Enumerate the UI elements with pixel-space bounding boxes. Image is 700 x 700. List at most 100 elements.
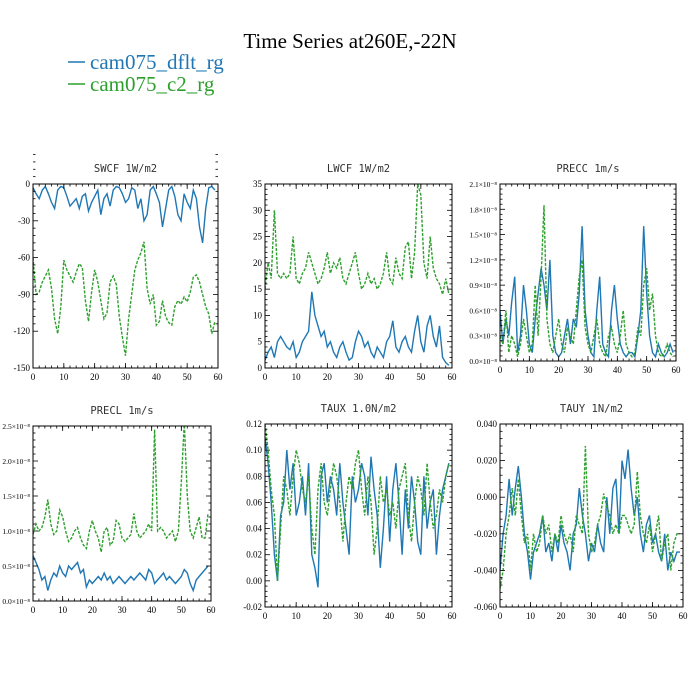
x-tick-label: 20 [88,605,98,615]
x-tick-label: 0 [498,611,503,621]
x-tick-label: 50 [183,372,193,382]
panel-5: TAUY 1N/m2 0 10 20 30 40 50 60 -0.060 -0.040 -0.02… [474,403,688,621]
series-line-cam075_c2_rg [500,445,680,589]
panel-title: LWCF 1W/m2 [327,163,390,175]
y-tick-label: 1.8×10⁻⁸ [469,205,497,214]
y-tick-label: -30 [18,216,30,226]
x-tick-label: 20 [554,365,564,375]
x-tick-label: 40 [385,611,395,621]
y-tick-label: 0.06 [246,497,262,507]
x-tick-label: 60 [448,372,458,382]
series-line-cam075_c2_rg [500,205,674,359]
x-tick-label: 10 [525,365,535,375]
y-tick-label: -0.02 [243,602,262,612]
y-tick-label: 1.0×10⁻⁸ [2,527,30,536]
figure-title: Time Series at260E,-22N [243,29,456,53]
y-tick-label: 30 [253,205,263,215]
y-tick-label: 1.2×10⁻⁸ [469,256,497,265]
x-tick-label: 0 [31,605,36,615]
x-tick-label: 50 [648,611,658,621]
y-tick-label: 15 [253,284,263,294]
y-tick-label: 0.02 [246,550,262,560]
x-tick-label: 30 [584,365,594,375]
panel-title: SWCF 1W/m2 [94,163,157,175]
series-line-cam075_c2_rg [33,426,209,553]
y-tick-label: 0.3×10⁻⁸ [469,332,497,341]
x-tick-label: 10 [292,611,302,621]
y-tick-label: 0.00 [246,576,262,586]
x-tick-label: 20 [323,372,333,382]
panels: SWCF 1W/m20 10 20 30 40 50 600-30-60-90-120-15… [2,154,688,621]
x-tick-label: 30 [587,611,597,621]
y-tick-label: 5 [258,337,263,347]
x-tick-label: 10 [526,611,536,621]
y-tick-label: 0.12 [246,419,262,429]
x-tick-label: 50 [416,611,426,621]
plot-frame [32,183,219,369]
x-tick-label: 0 [31,372,36,382]
y-tick-label: -60 [18,253,30,263]
y-tick-label: -90 [18,289,30,299]
y-tick-label: 1.5×10⁻⁸ [2,492,30,501]
y-tick-label: 0.08 [246,471,262,481]
legend-label-0: cam075_dflt_rg [90,50,224,74]
y-tick-label: 2.5×10⁻⁸ [2,422,30,431]
x-tick-label: 60 [679,611,689,621]
panel-2: PRECC 1m/s 0 10 20 30 40 50 60 0.0×10⁻⁸ 0.3×10⁻⁸ 0… [469,163,681,375]
y-tick-label: 0 [26,179,31,189]
series-line-cam075_dflt_rg [500,449,680,580]
legend-label-1: cam075_c2_rg [90,72,215,96]
x-tick-label: 10 [58,605,68,615]
x-tick-label: 40 [152,372,162,382]
y-tick-label: 0.9×10⁻⁸ [469,281,497,290]
x-tick-label: 20 [323,611,333,621]
y-tick-label: 0 [258,363,263,373]
legend-item-0: cam075_dflt_rg [68,50,224,74]
y-tick-label: 0.10 [246,445,262,455]
panel-4: TAUX 1.0N/m2 0 10 20 30 40 50 60 -0.02 0.00 0.02 0.… [243,403,457,621]
panel-1: LWCF 1W/m2 0 10 20 30 40 50 60 0 5 10 15 20 25 30 35 [253,163,457,382]
series-line-cam075_dflt_rg [33,185,216,244]
y-tick-label: -0.060 [474,602,498,612]
y-tick-label: 0.040 [477,419,498,429]
y-tick-label: 35 [253,179,263,189]
y-tick-label: 0.0×10⁻⁸ [2,597,30,606]
panel-3: PRECL 1m/s 0 10 20 30 40 50 60 0.0×10⁻⁸ 0.5×10⁻⁸ 1… [2,405,216,615]
legend: cam075_dflt_rg cam075_c2_rg [68,50,224,96]
x-tick-label: 50 [177,605,187,615]
x-tick-label: 40 [147,605,157,615]
y-tick-label: 0.6×10⁻⁸ [469,306,497,315]
x-tick-label: 50 [416,372,426,382]
y-tick-label: 1.5×10⁻⁸ [469,231,497,240]
y-tick-label: -0.040 [474,565,498,575]
y-tick-label: 25 [253,232,263,242]
series-line-cam075_c2_rg [265,184,450,295]
panel-title: PRECL 1m/s [90,405,153,417]
x-tick-label: 30 [354,372,364,382]
x-tick-label: 50 [642,365,652,375]
series-line-cam075_dflt_rg [265,291,450,366]
panel-0: SWCF 1W/m2 0 10 20 30 40 50 60 0 -30 -60 -90 -120 -15… [14,154,224,382]
y-tick-label: -150 [14,363,31,373]
x-tick-label: 10 [59,372,69,382]
series-line-cam075_dflt_rg [33,555,209,593]
x-tick-label: 60 [448,611,458,621]
x-tick-label: 60 [214,372,224,382]
x-tick-label: 0 [263,372,268,382]
x-tick-label: 60 [672,365,682,375]
x-tick-label: 0 [263,611,268,621]
x-tick-label: 60 [207,605,217,615]
series-line-cam075_dflt_rg [500,226,674,359]
y-tick-label: 0.0×10⁻⁸ [469,357,497,366]
panel-title: TAUY 1N/m2 [560,403,623,415]
plot-frame [499,423,684,608]
panel-title: TAUX 1.0N/m2 [321,403,397,415]
x-tick-label: 20 [90,372,100,382]
x-tick-label: 10 [292,372,302,382]
series-line-cam075_dflt_rg [265,437,450,588]
x-tick-label: 20 [557,611,567,621]
x-tick-label: 30 [118,605,128,615]
y-tick-label: -120 [14,326,31,336]
x-tick-label: 40 [613,365,623,375]
x-tick-label: 40 [618,611,628,621]
